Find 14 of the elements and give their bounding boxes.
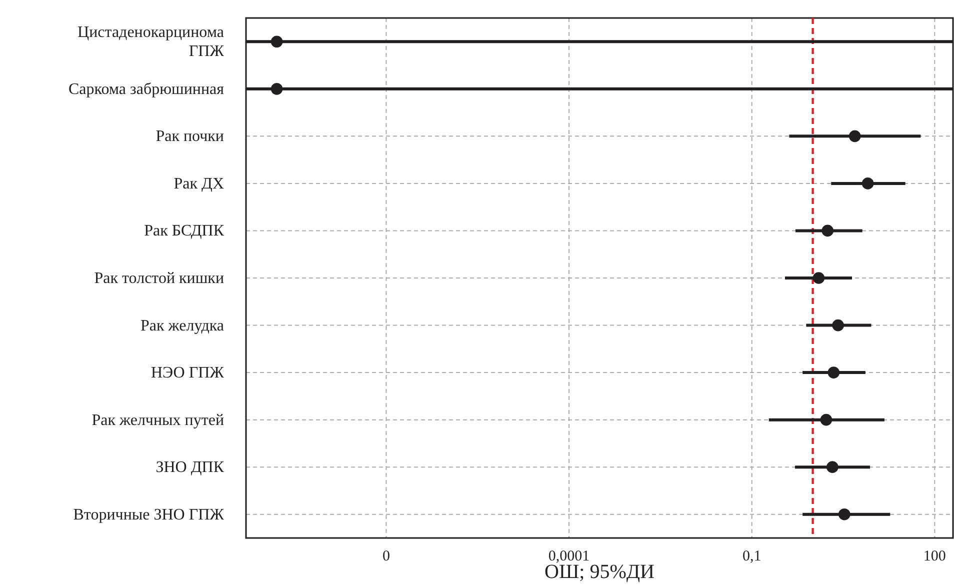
y-tick-label: Рак почки [156, 128, 224, 146]
y-tick-label: Цистаденокарцинома ГПЖ [78, 24, 225, 60]
y-tick-label: Вторичные ЗНО ГПЖ [73, 506, 225, 524]
y-tick-label: ЗНО ДПК [156, 459, 224, 476]
y-tick-label: НЭО ГПЖ [150, 364, 225, 382]
x-tick-label: 0,1 [742, 548, 762, 565]
y-tick-label: Рак желчных путей [92, 412, 224, 429]
y-tick-label: Рак толстой кишки [94, 270, 224, 287]
x-tick-label: 0 [382, 548, 390, 565]
y-tick-label: Саркома забрюшинная [68, 80, 225, 98]
y-tick-label: Рак желудка [140, 317, 224, 334]
y-tick-label: Рак ДХ [174, 175, 224, 192]
x-tick-label: 100 [923, 548, 946, 565]
y-tick-label: Рак БСДПК [144, 222, 224, 240]
